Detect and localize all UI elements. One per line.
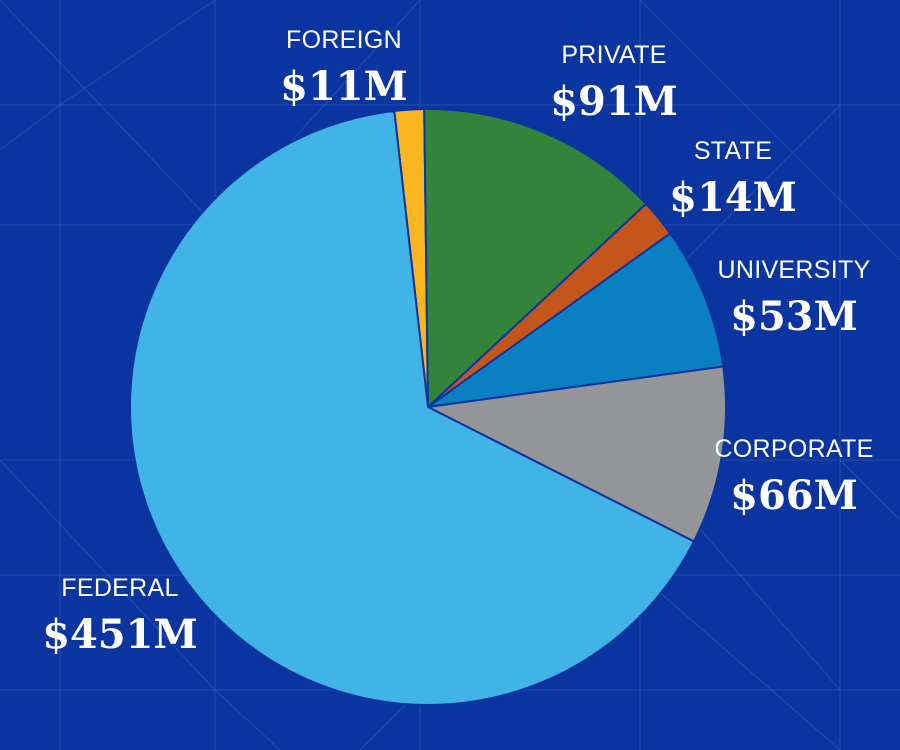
value-corporate: $66M — [730, 472, 858, 519]
pie-chart — [129, 108, 727, 707]
pattern-line-21 — [0, 104, 61, 151]
pattern-line-16 — [839, 459, 900, 521]
pie-slice-federal — [129, 109, 695, 707]
value-state: $14M — [669, 174, 797, 221]
pattern-line-14 — [0, 459, 216, 691]
pattern-line-15 — [639, 574, 841, 750]
label-private: PRIVATE — [561, 41, 666, 69]
pattern-line-18 — [59, 0, 216, 106]
value-federal: $451M — [42, 611, 198, 658]
pie-slice-university — [427, 232, 725, 408]
label-corporate: CORPORATE — [714, 435, 873, 463]
pie-slice-private — [423, 108, 648, 408]
label-state: STATE — [694, 137, 772, 165]
pie-slice-corporate — [427, 365, 727, 543]
slice-labels: FOREIGN $11M PRIVATE $91M STATE $14M UNI… — [42, 26, 873, 658]
label-university: UNIVERSITY — [717, 256, 870, 284]
value-foreign: $11M — [280, 63, 408, 110]
pattern-line-10 — [0, 0, 216, 226]
pattern-line-17 — [214, 689, 281, 750]
value-university: $53M — [730, 293, 858, 340]
value-private: $91M — [550, 78, 678, 125]
label-foreign: FOREIGN — [286, 26, 402, 54]
label-federal: FEDERAL — [61, 574, 178, 602]
pattern-line-12 — [639, 0, 900, 261]
